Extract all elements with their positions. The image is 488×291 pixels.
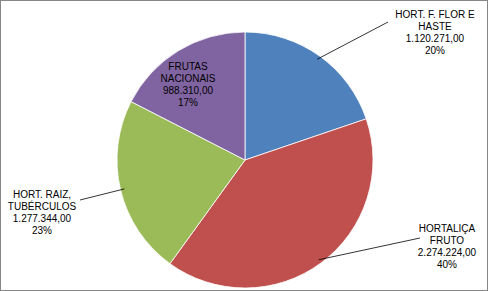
value-label: 1.277.344,00 xyxy=(13,213,72,224)
labels: HORT. F. FLOR EHASTE1.120.271,0020% HORTA… xyxy=(8,9,477,270)
category-label: TUBÉRCULOS xyxy=(8,200,77,212)
leader-line xyxy=(317,22,388,59)
chart-border xyxy=(1,1,488,291)
category-label: FRUTAS xyxy=(168,61,208,72)
value-label: 2.274.224,00 xyxy=(418,247,477,258)
chart-container: HORT. F. FLOR EHASTE1.120.271,0020% HORTA… xyxy=(0,0,488,291)
leader-line xyxy=(319,238,420,260)
percent-label: 23% xyxy=(32,225,52,236)
slice xyxy=(131,32,245,160)
category-label: HORT. RAIZ, xyxy=(13,189,71,200)
value-label: 988.310,00 xyxy=(163,85,213,96)
slices xyxy=(117,32,373,288)
percent-label: 20% xyxy=(425,45,445,56)
value-label: 1.120.271,00 xyxy=(406,33,465,44)
category-label: NACIONAIS xyxy=(160,73,215,84)
category-label: HASTE xyxy=(418,21,452,32)
leader-line xyxy=(80,189,124,200)
percent-label: 40% xyxy=(437,259,457,270)
category-label: FRUTO xyxy=(430,235,464,246)
category-label: HORTALIÇA xyxy=(419,223,476,234)
category-label: HORT. F. FLOR E xyxy=(395,9,475,20)
chart: HORT. F. FLOR EHASTE1.120.271,0020% HORTA… xyxy=(0,0,488,291)
percent-label: 17% xyxy=(178,97,198,108)
